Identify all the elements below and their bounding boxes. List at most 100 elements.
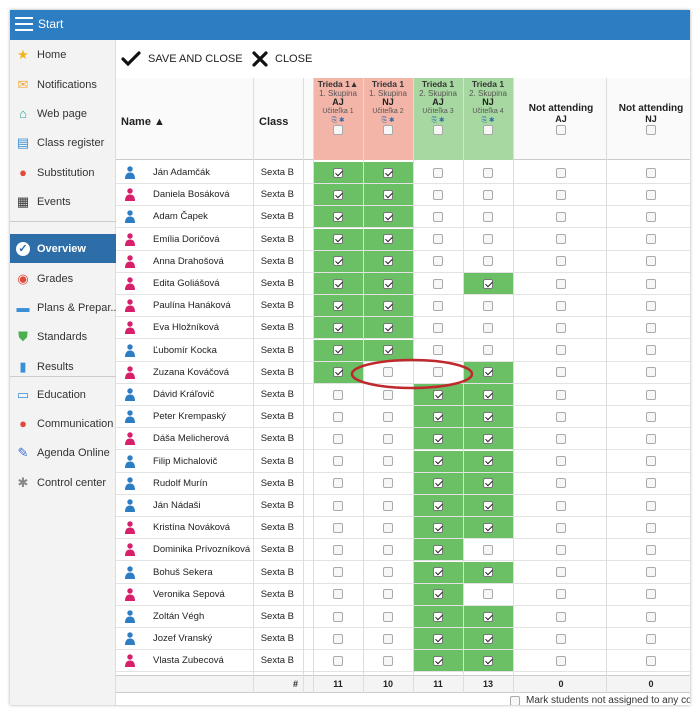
group-checkbox[interactable]: [433, 478, 443, 489]
group-select-all-checkbox[interactable]: [483, 125, 493, 135]
group-checkbox[interactable]: [333, 367, 343, 378]
group-checkbox[interactable]: [483, 189, 493, 200]
start-title[interactable]: Start: [38, 17, 64, 31]
mark-unassigned-option[interactable]: Mark students not assigned to any co: [510, 695, 690, 705]
group-checkbox[interactable]: [333, 611, 343, 622]
group-checkbox[interactable]: [333, 456, 343, 467]
group-checkbox[interactable]: [333, 567, 343, 578]
not-attending-checkbox[interactable]: [646, 611, 656, 622]
group-select-all-checkbox[interactable]: [383, 125, 393, 135]
group-checkbox[interactable]: [433, 389, 443, 400]
sidebar-item-substitution[interactable]: ● Substitution: [10, 158, 116, 187]
group-checkbox[interactable]: [333, 478, 343, 489]
group-checkbox[interactable]: [333, 500, 343, 511]
group-select-all-checkbox[interactable]: [433, 125, 443, 135]
group-checkbox[interactable]: [333, 411, 343, 422]
copy-settings-icon[interactable]: ⎘ ✱: [331, 117, 345, 124]
not-attending-checkbox[interactable]: [556, 567, 566, 578]
not-attending-checkbox[interactable]: [646, 544, 656, 555]
group-column-header-2[interactable]: Trieda 1 1. Skupina NJ Učiteľka 2 ⎘ ✱: [363, 78, 413, 160]
sidebar-item-class-register[interactable]: ▤ Class register: [10, 128, 116, 157]
not-attending-checkbox[interactable]: [646, 433, 656, 444]
close-button[interactable]: CLOSE: [252, 40, 312, 78]
group-checkbox[interactable]: [333, 633, 343, 644]
group-checkbox[interactable]: [333, 433, 343, 444]
group-checkbox[interactable]: [383, 633, 393, 644]
group-checkbox[interactable]: [433, 278, 443, 289]
group-checkbox[interactable]: [433, 322, 443, 333]
group-checkbox[interactable]: [333, 322, 343, 333]
group-checkbox[interactable]: [433, 189, 443, 200]
sidebar-item-events[interactable]: ▦ Events: [10, 187, 116, 216]
group-checkbox[interactable]: [433, 633, 443, 644]
sidebar-item-overview[interactable]: ✓ Overview: [10, 234, 116, 263]
not-attending-checkbox[interactable]: [556, 544, 566, 555]
group-checkbox[interactable]: [433, 544, 443, 555]
group-checkbox[interactable]: [433, 300, 443, 311]
group-checkbox[interactable]: [483, 322, 493, 333]
sidebar-item-results[interactable]: ▮ Results: [10, 352, 116, 381]
group-checkbox[interactable]: [483, 611, 493, 622]
not-attending-header-2[interactable]: Not attending NJ: [606, 78, 690, 160]
group-checkbox[interactable]: [483, 345, 493, 356]
not-attending-checkbox[interactable]: [646, 167, 656, 178]
group-checkbox[interactable]: [483, 544, 493, 555]
group-checkbox[interactable]: [383, 411, 393, 422]
hamburger-menu-icon[interactable]: [15, 17, 33, 32]
group-checkbox[interactable]: [483, 367, 493, 378]
sidebar-item-education[interactable]: ▭ Education: [10, 380, 116, 409]
not-attending-checkbox[interactable]: [556, 345, 566, 356]
sidebar-item-grades[interactable]: ◉ Grades: [10, 264, 116, 293]
group-checkbox[interactable]: [483, 500, 493, 511]
group-select-all-checkbox[interactable]: [333, 125, 343, 135]
not-attending-checkbox[interactable]: [556, 234, 566, 245]
group-checkbox[interactable]: [433, 500, 443, 511]
group-checkbox[interactable]: [483, 167, 493, 178]
sidebar-item-standards[interactable]: ⛊ Standards: [10, 322, 116, 351]
group-checkbox[interactable]: [333, 167, 343, 178]
group-checkbox[interactable]: [433, 456, 443, 467]
group-checkbox[interactable]: [483, 300, 493, 311]
not-attending-checkbox[interactable]: [646, 567, 656, 578]
sidebar-item-communication[interactable]: ● Communication: [10, 409, 116, 438]
group-checkbox[interactable]: [433, 256, 443, 267]
group-checkbox[interactable]: [333, 544, 343, 555]
not-attending-checkbox[interactable]: [556, 167, 566, 178]
group-checkbox[interactable]: [383, 655, 393, 666]
group-checkbox[interactable]: [483, 433, 493, 444]
sidebar-item-notifications[interactable]: ✉ Notifications: [10, 70, 116, 99]
not-attending-checkbox[interactable]: [556, 433, 566, 444]
not-attending-checkbox[interactable]: [646, 278, 656, 289]
group-checkbox[interactable]: [483, 411, 493, 422]
group-checkbox[interactable]: [433, 589, 443, 600]
not-attending-checkbox[interactable]: [556, 189, 566, 200]
not-attending-select-all-checkbox[interactable]: [646, 125, 656, 136]
group-checkbox[interactable]: [483, 389, 493, 400]
not-attending-checkbox[interactable]: [646, 367, 656, 378]
not-attending-checkbox[interactable]: [646, 211, 656, 222]
group-checkbox[interactable]: [333, 389, 343, 400]
copy-settings-icon[interactable]: ⎘ ✱: [431, 117, 445, 124]
not-attending-checkbox[interactable]: [646, 500, 656, 511]
group-checkbox[interactable]: [483, 211, 493, 222]
group-checkbox[interactable]: [383, 167, 393, 178]
group-checkbox[interactable]: [333, 256, 343, 267]
group-checkbox[interactable]: [333, 234, 343, 245]
group-checkbox[interactable]: [433, 433, 443, 444]
group-checkbox[interactable]: [433, 345, 443, 356]
class-column-header[interactable]: Class: [259, 116, 289, 128]
not-attending-checkbox[interactable]: [556, 322, 566, 333]
group-checkbox[interactable]: [383, 367, 393, 378]
not-attending-checkbox[interactable]: [556, 456, 566, 467]
group-checkbox[interactable]: [333, 589, 343, 600]
group-checkbox[interactable]: [433, 367, 443, 378]
not-attending-select-all-checkbox[interactable]: [556, 125, 566, 136]
group-checkbox[interactable]: [433, 211, 443, 222]
group-checkbox[interactable]: [383, 300, 393, 311]
group-checkbox[interactable]: [383, 522, 393, 533]
group-checkbox[interactable]: [383, 500, 393, 511]
group-checkbox[interactable]: [383, 189, 393, 200]
not-attending-checkbox[interactable]: [556, 389, 566, 400]
not-attending-checkbox[interactable]: [646, 456, 656, 467]
group-column-header-3[interactable]: Trieda 1 2. Skupina AJ Učiteľka 3 ⎘ ✱: [413, 78, 463, 160]
